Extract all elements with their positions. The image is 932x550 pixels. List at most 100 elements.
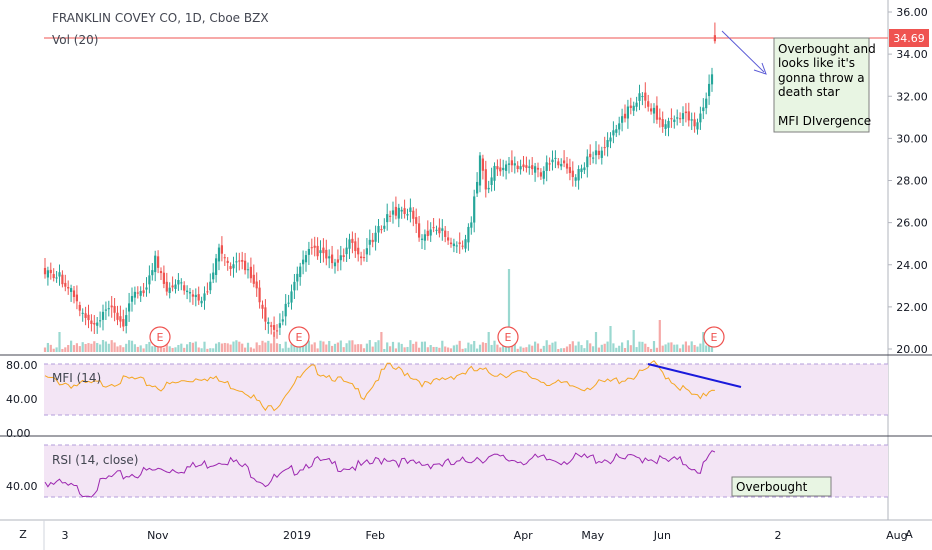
volume-bar [151, 346, 154, 352]
volume-bar [650, 348, 653, 352]
volume-bar [571, 341, 574, 352]
volume-bar [658, 320, 661, 352]
volume-bar [180, 343, 183, 352]
time-axis-label: Nov [147, 529, 169, 542]
volume-bar [281, 348, 284, 352]
volume-bars [43, 269, 714, 352]
candle-body [362, 257, 366, 259]
candle-body [687, 111, 690, 121]
volume-bar [130, 340, 134, 352]
candle-body [455, 245, 458, 247]
candle-body [273, 325, 276, 330]
volume-bar [145, 344, 148, 352]
price-tick-label: 36.00 [896, 6, 928, 19]
candle-body [621, 116, 624, 123]
candle-body [99, 320, 102, 322]
volume-bar [702, 332, 705, 352]
candle-body [710, 74, 714, 85]
candle-body [43, 267, 47, 275]
volume-bar [681, 344, 685, 352]
volume-bar [278, 343, 281, 352]
volume-bar [261, 340, 264, 352]
candle-body [513, 163, 516, 166]
volume-bar [652, 341, 656, 352]
volume-bar [339, 340, 342, 352]
volume-bar [136, 346, 139, 352]
candle-body [380, 229, 383, 231]
volume-bar [699, 343, 702, 352]
volume-bar [679, 348, 682, 352]
volume-bar [597, 347, 600, 352]
volume-bar [487, 332, 490, 352]
price-tick-label: 30.00 [896, 132, 928, 145]
volume-bar [284, 341, 287, 352]
volume-bar [96, 342, 99, 352]
candle-body [612, 130, 615, 136]
volume-bar [270, 343, 273, 352]
candle-body [397, 207, 400, 219]
volume-bar [644, 343, 647, 352]
volume-bar [246, 342, 250, 352]
time-axis-label: Feb [366, 529, 385, 542]
volume-bar [490, 344, 493, 352]
volume-bar [708, 342, 711, 352]
candle-body [299, 266, 302, 278]
candle-body [635, 102, 638, 107]
candle-body [690, 119, 693, 121]
volume-bar [212, 348, 215, 352]
candle-body [177, 280, 180, 285]
candle-body [296, 273, 299, 282]
volume-bar [670, 342, 673, 352]
volume-bar [322, 341, 325, 352]
volume-bar [336, 342, 339, 352]
candle-body [423, 234, 426, 241]
earnings-marker-circle [497, 326, 519, 348]
candle-body [684, 111, 687, 114]
volume-bar [287, 347, 290, 352]
volume-bar [484, 342, 487, 352]
candle-body [461, 245, 464, 247]
volume-bar [197, 347, 200, 352]
candle-body [81, 312, 84, 314]
volume-bar [331, 345, 334, 352]
candle-body [96, 322, 99, 326]
volume-bar [249, 347, 252, 352]
volume-bar [403, 347, 406, 352]
candle-body [119, 316, 122, 322]
corner-button-right[interactable]: A [905, 528, 913, 541]
volume-bar [354, 344, 357, 352]
candle-body [52, 274, 55, 279]
candle-body [693, 119, 696, 127]
volume-bar [568, 344, 571, 352]
volume-bar [641, 341, 644, 352]
volume-bar [621, 342, 624, 352]
candle-body [563, 160, 566, 164]
candle-body [377, 226, 380, 233]
volume-bar [58, 332, 61, 352]
volume-bar [304, 341, 308, 352]
volume-bar [458, 340, 461, 352]
candle-body [64, 282, 67, 287]
volume-bar [510, 344, 513, 352]
volume-bar [481, 342, 484, 352]
candle-body [186, 290, 189, 293]
candle-body [658, 117, 661, 120]
candle-body [67, 286, 70, 289]
volume-bar [661, 345, 664, 352]
volume-bar [238, 341, 241, 352]
corner-button-left[interactable]: Z [19, 528, 27, 541]
volume-bar [368, 340, 371, 352]
volume-bar [606, 341, 609, 352]
volume-bar [565, 346, 569, 352]
volume-bar [104, 341, 107, 352]
earnings-marker-label: E [711, 331, 718, 344]
volume-bar [589, 343, 592, 352]
current-price-box [889, 29, 929, 47]
volume-bar [447, 347, 450, 352]
candle-body [383, 225, 386, 229]
candle-body [72, 290, 76, 297]
volume-bar [345, 343, 348, 352]
candle-body [249, 266, 252, 279]
candle-body [107, 308, 110, 310]
volume-bar [560, 348, 563, 352]
